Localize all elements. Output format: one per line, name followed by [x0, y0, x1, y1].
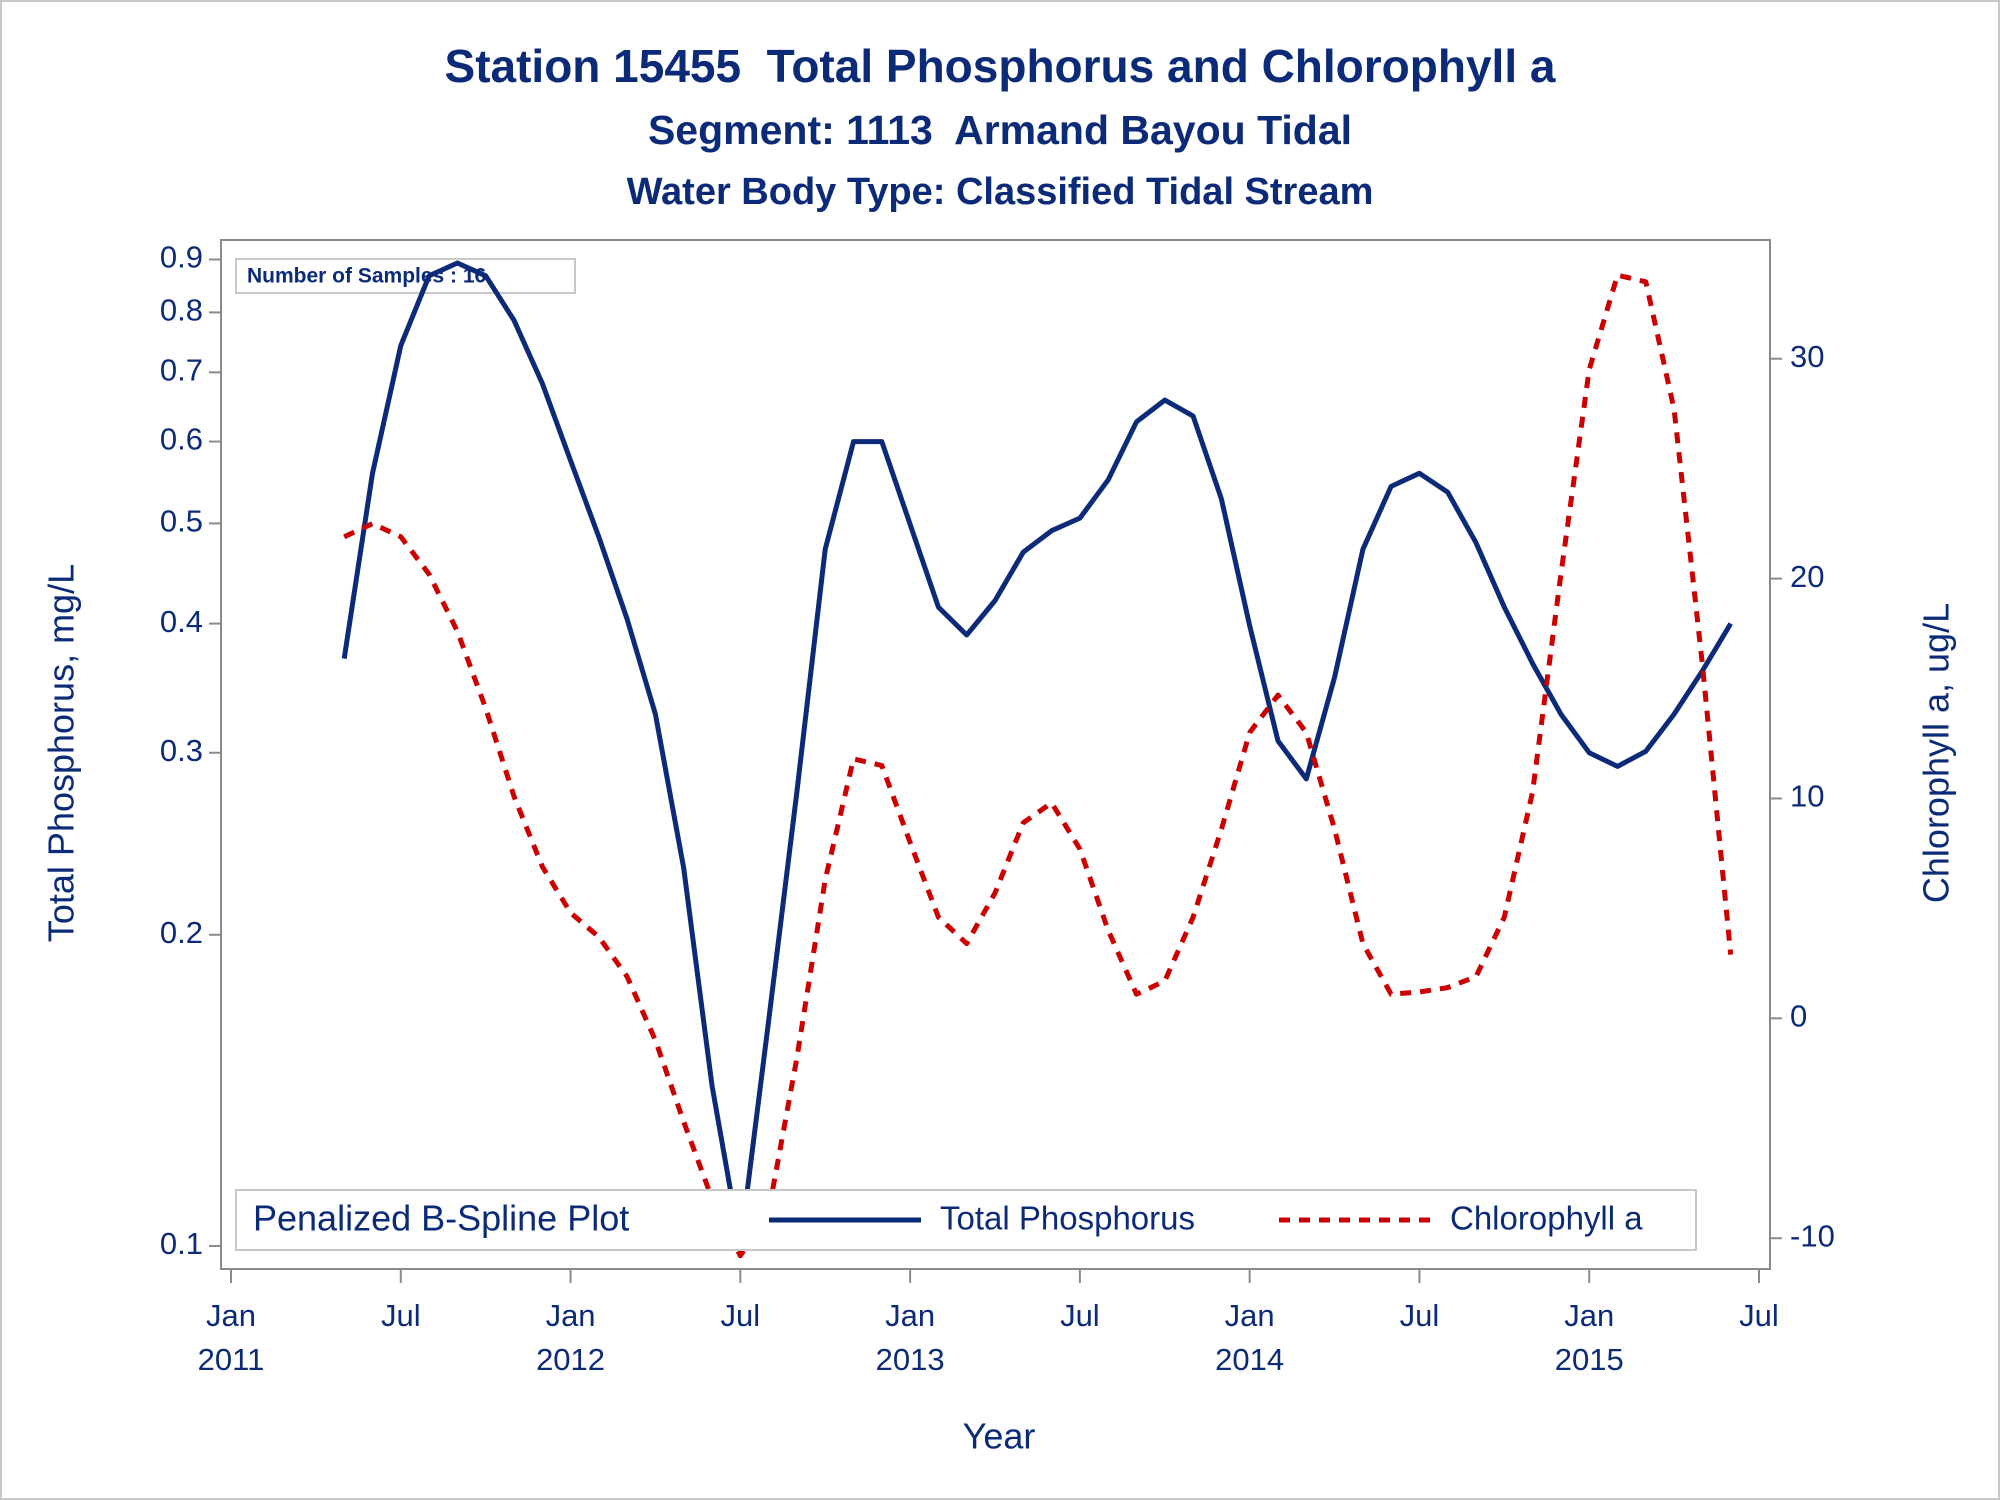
series-line — [341, 260, 1733, 1249]
chart-subtitle: Segment: 1113 Armand Bayou Tidal — [648, 107, 1352, 153]
y2-tick-label: -10 — [1790, 1218, 1835, 1253]
x-tick-label: 2013 — [876, 1342, 945, 1377]
x-tick-label: Jan — [206, 1298, 256, 1333]
x-tick-label: Jan — [1564, 1298, 1614, 1333]
y2-tick-label: 30 — [1790, 339, 1824, 374]
y-tick-label: 0.8 — [160, 293, 203, 328]
x-tick-label: Jan — [885, 1298, 935, 1333]
annotation-box — [235, 258, 576, 294]
y-tick-label: 0.1 — [160, 1226, 203, 1261]
legend-box — [235, 1189, 1697, 1251]
legend-label: Chlorophyll a — [1450, 1200, 1643, 1237]
x-tick-label: Jan — [546, 1298, 596, 1333]
y-tick-label: 0.4 — [160, 604, 203, 639]
y-tick-label: 0.2 — [160, 915, 203, 950]
x-tick-label: Jul — [721, 1298, 761, 1333]
x-tick-label: Jul — [1060, 1298, 1100, 1333]
x-tick-label: 2014 — [1215, 1342, 1284, 1377]
x-tick-label: Jul — [1739, 1298, 1779, 1333]
x-tick-label: Jul — [381, 1298, 421, 1333]
y-tick-label: 0.3 — [160, 733, 203, 768]
y-tick-label: 0.9 — [160, 240, 203, 275]
y-tick-label: 0.5 — [160, 504, 203, 539]
y2-tick-label: 10 — [1790, 779, 1824, 814]
y-axis-label: Total Phosphorus, mg/L — [41, 564, 82, 942]
chart-subtitle: Water Body Type: Classified Tidal Stream — [627, 171, 1374, 213]
series-line — [343, 272, 1734, 1259]
y-tick-label: 0.6 — [160, 422, 203, 457]
chart-title: Station 15455 Total Phosphorus and Chlor… — [445, 40, 1556, 92]
x-tick-label: Jan — [1225, 1298, 1275, 1333]
legend-label: Total Phosphorus — [940, 1200, 1195, 1237]
x-tick-label: Jul — [1400, 1298, 1440, 1333]
y-tick-label: 0.7 — [160, 353, 203, 388]
y2-axis-label: Chlorophyll a, ug/L — [1916, 603, 1957, 903]
x-tick-label: 2011 — [198, 1342, 265, 1377]
x-axis-label: Year — [963, 1416, 1036, 1457]
x-tick-label: 2015 — [1555, 1342, 1624, 1377]
y2-tick-label: 20 — [1790, 559, 1824, 594]
legend-title: Penalized B-Spline Plot — [253, 1198, 629, 1239]
y2-tick-label: 0 — [1790, 999, 1807, 1034]
x-tick-label: 2012 — [536, 1342, 605, 1377]
